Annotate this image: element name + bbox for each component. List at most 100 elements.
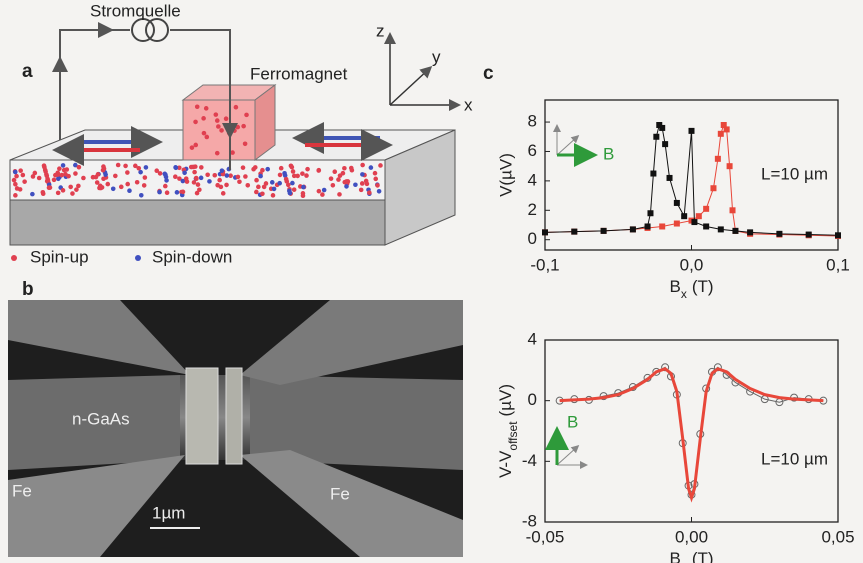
spin-dot [251, 167, 256, 172]
spin-dot [216, 124, 221, 129]
spin-dot [125, 170, 130, 175]
spin-dot [163, 184, 168, 189]
spin-dot [304, 173, 309, 178]
spin-dot [292, 187, 297, 192]
data-point [653, 134, 659, 140]
spin-dot [182, 170, 187, 175]
spin-dot [344, 184, 349, 189]
spin-dot [18, 168, 23, 173]
field-label: B [567, 412, 578, 431]
spin-dot [232, 128, 237, 133]
data-point [542, 229, 548, 235]
spin-dot [165, 190, 170, 195]
spin-dot [243, 142, 248, 147]
spin-dot [125, 182, 130, 187]
spin-dot [33, 171, 38, 176]
spin-dot [204, 106, 209, 111]
spin-dot [12, 178, 17, 183]
spin-dot [278, 173, 283, 178]
spin-dot [217, 178, 222, 183]
spin-dot [277, 181, 282, 186]
spin-dot [329, 176, 334, 181]
spin-dot [61, 163, 66, 168]
axis-label-part: (T) [692, 277, 714, 296]
panel-label: b [22, 279, 34, 300]
spin-dot [164, 175, 169, 180]
spin-dot [201, 116, 206, 121]
y-tick-label: 0 [528, 229, 537, 248]
data-point [674, 200, 680, 206]
spin-dot [215, 151, 220, 156]
spin-dot [105, 182, 110, 187]
spin-dot [270, 180, 275, 185]
spin-dot [369, 165, 374, 170]
spin-dot [301, 185, 306, 190]
spin-dot [18, 187, 23, 192]
data-point [747, 229, 753, 235]
spin-dot [260, 192, 265, 197]
spin-dot [367, 190, 372, 195]
axis-label: Bz(T) [669, 549, 713, 563]
spin-dot [193, 143, 198, 148]
spin-dot [271, 193, 276, 198]
data-point [674, 221, 680, 227]
y-tick-label: 4 [528, 329, 537, 348]
spin-dot [241, 124, 246, 129]
spin-dot [139, 193, 144, 198]
spin-dot [95, 180, 100, 185]
series-line [560, 367, 824, 494]
spin-dot [235, 125, 240, 130]
legend-dot [11, 255, 17, 261]
data-point [681, 213, 687, 219]
spin-dot [342, 180, 347, 185]
spin-dot [113, 174, 118, 179]
spin-dot [173, 165, 178, 170]
spin-dot [81, 176, 86, 181]
label: Fe [330, 484, 350, 503]
spin-dot [290, 181, 295, 186]
label: Fe [12, 481, 32, 500]
data-point [703, 206, 709, 212]
fe-strip [226, 368, 242, 464]
spin-dot [214, 112, 219, 117]
spin-dot [220, 168, 225, 173]
spin-dot [212, 173, 217, 178]
spin-dot [320, 192, 325, 197]
spin-dot [143, 175, 148, 180]
y-tick-label: -4 [522, 451, 537, 470]
spin-dot [136, 166, 141, 171]
spin-dot [365, 182, 370, 187]
spin-dot [135, 180, 140, 185]
spin-dot [301, 193, 306, 198]
panel-a: a Stromquelle Ferromagnet z y x Spin-up … [10, 1, 473, 266]
spin-dot [292, 174, 297, 179]
panel-label: c [483, 63, 494, 84]
spin-dot [127, 188, 132, 193]
axis-label-sub: offset [506, 421, 520, 451]
spin-dot [199, 176, 204, 181]
spin-dot [336, 177, 341, 182]
data-point [630, 226, 636, 232]
data-point [806, 232, 812, 238]
axis-label-part: B [669, 277, 680, 296]
spin-dot [63, 172, 68, 177]
spin-dot [175, 190, 180, 195]
spin-dot [254, 190, 259, 195]
spin-dot [279, 166, 284, 171]
spin-dot [144, 165, 149, 170]
data-point [689, 128, 695, 134]
spin-dot [101, 168, 106, 173]
legend-dot [135, 255, 141, 261]
spin-dot [258, 174, 263, 179]
spin-dot [116, 163, 121, 168]
spin-dot [221, 191, 226, 196]
spin-dot [189, 165, 194, 170]
data-point [659, 223, 665, 229]
spin-dot [173, 174, 178, 179]
spin-dot [236, 175, 241, 180]
spin-dot [272, 187, 277, 192]
spin-dot [353, 182, 358, 187]
data-point [691, 219, 697, 225]
data-point [732, 228, 738, 234]
spin-dot [322, 188, 327, 193]
